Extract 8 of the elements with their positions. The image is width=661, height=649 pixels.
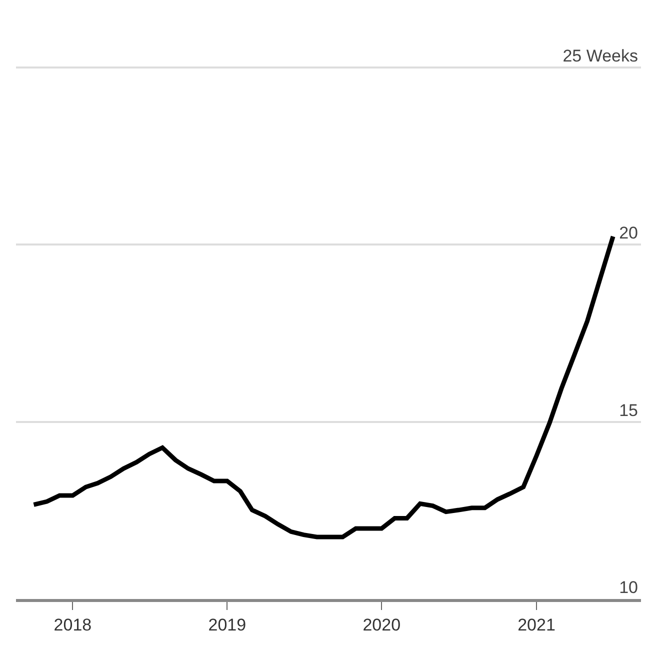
x-tick-label: 2020 xyxy=(362,615,401,634)
y-tick-label: 25 Weeks xyxy=(562,46,638,66)
y-tick-label: 10 xyxy=(619,578,638,598)
x-tick-label: 2019 xyxy=(208,615,246,634)
x-tick-label: 2018 xyxy=(54,615,92,634)
y-tick-label: 20 xyxy=(619,224,638,243)
y-tick-label: 15 xyxy=(619,400,638,420)
x-tick-label: 2021 xyxy=(518,615,556,634)
